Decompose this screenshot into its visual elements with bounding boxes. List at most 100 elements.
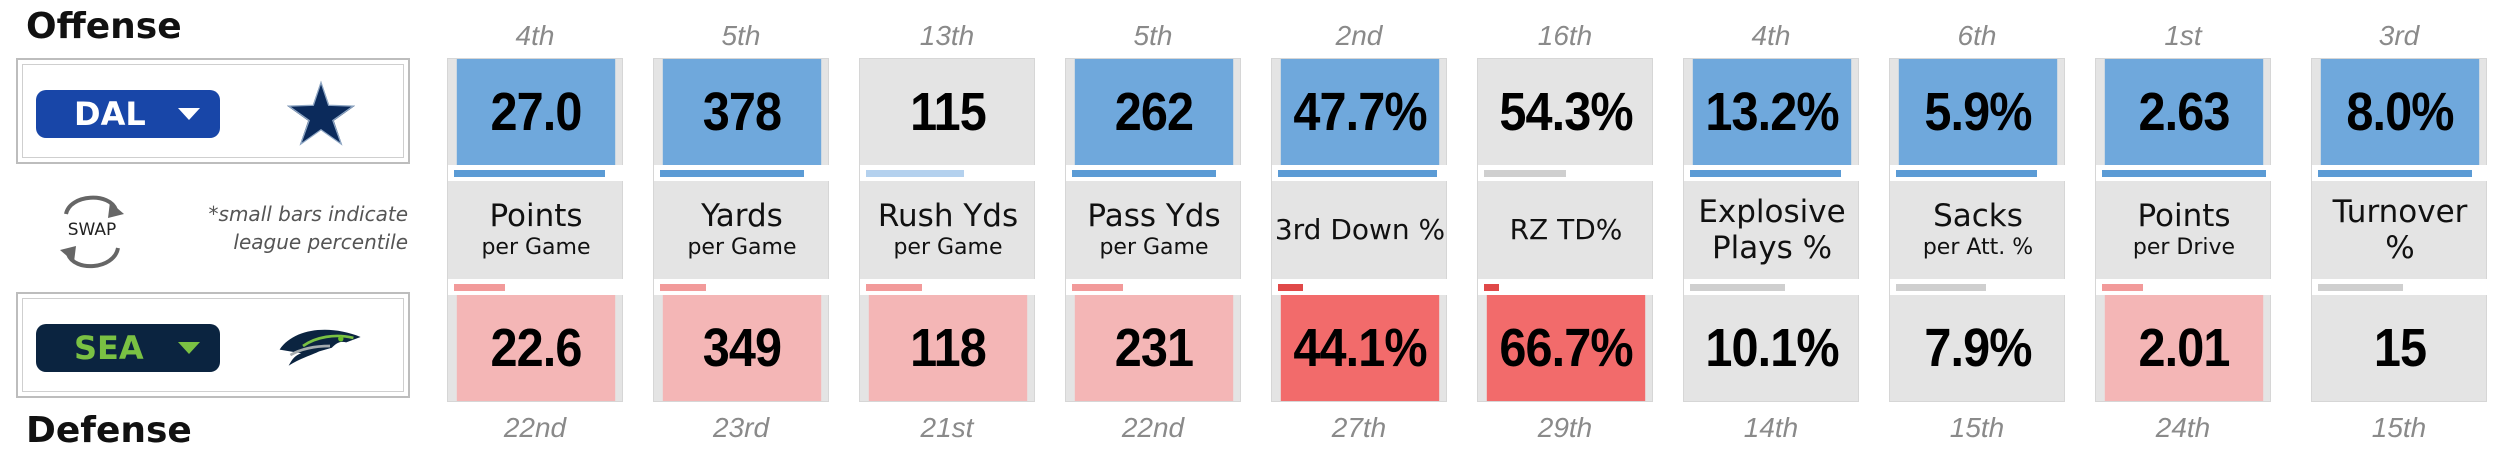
offense-value: 378 — [662, 59, 822, 165]
defense-rank: 24th — [2155, 412, 2211, 443]
offense-title: Offense — [26, 6, 182, 47]
stat-label-main: Pass Yds — [1087, 198, 1221, 234]
defense-percentile-track — [1272, 279, 1448, 295]
stat-label-sub: per Game — [1099, 235, 1209, 260]
defense-rank: 27th — [1331, 412, 1387, 443]
offense-percentile-track — [654, 165, 830, 181]
offense-rank: 3rd — [2378, 20, 2420, 51]
stat-label-main: 3rd Down % — [1274, 213, 1446, 246]
defense-percentile-track — [860, 279, 1036, 295]
defense-percentile-bar — [454, 284, 505, 291]
stat-label: 3rd Down % — [1272, 181, 1448, 279]
offense-percentile-bar — [2102, 170, 2266, 177]
offense-value: 54.3% — [1486, 59, 1646, 165]
defense-rank: 29th — [1537, 412, 1593, 443]
defense-percentile-bar — [660, 284, 706, 291]
defense-percentile-track — [654, 279, 830, 295]
stat-card: 47.7% 3rd Down % 44.1% — [1271, 58, 1448, 402]
swap-button[interactable]: SWAP — [52, 186, 132, 276]
offense-percentile-track — [1890, 165, 2066, 181]
stat-column: 4th 13.2% Explosive Plays % 10.1% 14th — [1683, 0, 1860, 468]
seattle-seahawk-logo-icon — [279, 329, 361, 366]
defense-rank: 15th — [1949, 412, 2005, 443]
stat-card: 2.63 Points per Drive 2.01 — [2095, 58, 2272, 402]
percentile-note: *small bars indicate league percentile — [150, 200, 408, 256]
stat-label: Points per Game — [448, 181, 624, 279]
defense-percentile-track — [2096, 279, 2272, 295]
defense-percentile-track — [1066, 279, 1242, 295]
stat-column: 3rd 8.0% Turnover % 15 15th — [2311, 0, 2488, 468]
stat-label-main: Explosive — [1698, 194, 1846, 230]
offense-value: 262 — [1074, 59, 1234, 165]
stat-label-sub: % — [2385, 230, 2415, 266]
offense-percentile-bar — [1896, 170, 2037, 177]
stat-label-sub: per Drive — [2132, 235, 2236, 260]
stat-label: Turnover % — [2312, 181, 2488, 279]
dallas-star-logo-icon — [279, 74, 363, 150]
stat-column: 16th 54.3% RZ TD% 66.7% 29th — [1477, 0, 1654, 468]
chevron-down-icon — [178, 342, 200, 354]
stat-label-sub: per Game — [481, 235, 591, 260]
offense-team-dropdown[interactable]: DAL — [36, 90, 220, 138]
stat-label-main: Sacks — [1933, 198, 2023, 234]
stat-label-main: RZ TD% — [1509, 213, 1623, 246]
stat-label-main: Points — [489, 198, 583, 234]
defense-rank: 23rd — [712, 412, 770, 443]
stat-label-sub: per Att. % — [1922, 235, 2034, 260]
stat-card: 115 Rush Yds per Game 118 — [859, 58, 1036, 402]
stat-label-sub: per Game — [893, 235, 1003, 260]
offense-rank: 1st — [2164, 20, 2202, 51]
stat-card: 54.3% RZ TD% 66.7% — [1477, 58, 1654, 402]
offense-rank: 4th — [1751, 20, 1791, 51]
defense-percentile-bar — [1690, 284, 1785, 291]
stat-label: Pass Yds per Game — [1066, 181, 1242, 279]
stat-label-main: Rush Yds — [877, 198, 1019, 234]
stat-label: Sacks per Att. % — [1890, 181, 2066, 279]
stat-column: 13th 115 Rush Yds per Game 118 21st — [859, 0, 1036, 468]
defense-percentile-bar — [866, 284, 922, 291]
stat-column: 5th 378 Yards per Game 349 23rd — [653, 0, 830, 468]
defense-team-dropdown[interactable]: SEA — [36, 324, 220, 372]
offense-value: 13.2% — [1692, 59, 1852, 165]
offense-value: 47.7% — [1280, 59, 1440, 165]
offense-percentile-bar — [660, 170, 804, 177]
offense-percentile-track — [1066, 165, 1242, 181]
defense-title: Defense — [26, 410, 192, 451]
offense-percentile-bar — [866, 170, 964, 177]
stat-label: Points per Drive — [2096, 181, 2272, 279]
defense-rank: 14th — [1743, 412, 1799, 443]
defense-percentile-track — [1478, 279, 1654, 295]
offense-rank: 5th — [721, 20, 761, 51]
stat-label-sub: Plays % — [1711, 230, 1833, 266]
offense-percentile-track — [448, 165, 624, 181]
chevron-down-icon — [178, 108, 200, 120]
stat-label: Explosive Plays % — [1684, 181, 1860, 279]
offense-percentile-bar — [1484, 170, 1566, 177]
stat-column: 2nd 47.7% 3rd Down % 44.1% 27th — [1271, 0, 1448, 468]
stat-card: 13.2% Explosive Plays % 10.1% — [1683, 58, 1860, 402]
note-line-1: *small bars indicate — [208, 202, 408, 226]
defense-percentile-bar — [1072, 284, 1123, 291]
defense-team-panel: SEA — [16, 292, 410, 398]
defense-rank: 15th — [2371, 412, 2427, 443]
offense-value: 27.0 — [456, 59, 616, 165]
stat-column: 6th 5.9% Sacks per Att. % 7.9% 15th — [1889, 0, 2066, 468]
offense-rank: 5th — [1133, 20, 1173, 51]
defense-value: 66.7% — [1486, 295, 1646, 401]
defense-value: 349 — [662, 295, 822, 401]
defense-rank: 22nd — [503, 412, 567, 443]
offense-percentile-bar — [2318, 170, 2472, 177]
offense-team-abbr: DAL — [74, 95, 146, 133]
offense-percentile-track — [2312, 165, 2488, 181]
offense-value: 2.63 — [2104, 59, 2264, 165]
defense-percentile-track — [448, 279, 624, 295]
defense-percentile-bar — [1484, 284, 1499, 291]
stat-column: 4th 27.0 Points per Game 22.6 22nd — [447, 0, 624, 468]
note-line-2: league percentile — [233, 230, 408, 254]
defense-percentile-bar — [1278, 284, 1303, 291]
offense-rank: 4th — [515, 20, 555, 51]
defense-value: 10.1% — [1692, 295, 1852, 401]
offense-rank: 16th — [1537, 20, 1593, 51]
offense-percentile-bar — [1690, 170, 1841, 177]
defense-rank: 22nd — [1121, 412, 1185, 443]
